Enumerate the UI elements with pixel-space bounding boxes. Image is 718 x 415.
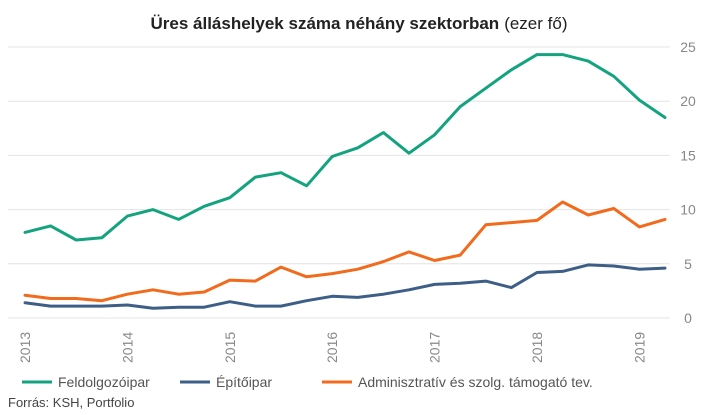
legend-label: Adminisztratív és szolg. támogató tev. bbox=[358, 374, 593, 390]
y-tick-label: 0 bbox=[684, 310, 692, 326]
legend-label: Építőipar bbox=[216, 374, 272, 390]
grid-lines bbox=[8, 46, 670, 319]
y-tick-label: 5 bbox=[684, 256, 692, 272]
series-line bbox=[23, 263, 667, 310]
series-line bbox=[23, 53, 667, 242]
x-tick-label: 2013 bbox=[17, 332, 33, 363]
chart-title-text: Üres álláshelyek száma néhány szektorban bbox=[151, 14, 500, 33]
x-tick-label: 2018 bbox=[529, 332, 545, 363]
y-tick-label: 25 bbox=[680, 39, 696, 55]
x-tick-label: 2016 bbox=[324, 332, 340, 363]
y-axis-ticks: 0 5 10 15 20 25 bbox=[680, 39, 696, 326]
series-lines bbox=[23, 53, 667, 310]
legend-label: Feldolgozóipar bbox=[58, 374, 150, 390]
y-tick-label: 20 bbox=[680, 93, 696, 109]
legend: Feldolgozóipar Építőipar Adminisztratív és… bbox=[22, 374, 593, 390]
y-tick-label: 15 bbox=[680, 147, 696, 163]
x-axis-ticks: 2013 2014 2015 2016 2017 2018 2019 bbox=[17, 332, 647, 363]
x-tick-label: 2014 bbox=[119, 332, 135, 363]
x-tick-label: 2019 bbox=[631, 332, 647, 363]
source-note: Forrás: KSH, Portfolio bbox=[8, 395, 134, 410]
x-tick-label: 2015 bbox=[222, 332, 238, 363]
y-tick-label: 10 bbox=[680, 202, 696, 218]
series-line bbox=[23, 200, 667, 303]
x-tick-label: 2017 bbox=[427, 332, 443, 363]
chart-title-unit: (ezer fő) bbox=[504, 14, 567, 33]
chart-title: Üres álláshelyek száma néhány szektorban… bbox=[151, 14, 568, 33]
